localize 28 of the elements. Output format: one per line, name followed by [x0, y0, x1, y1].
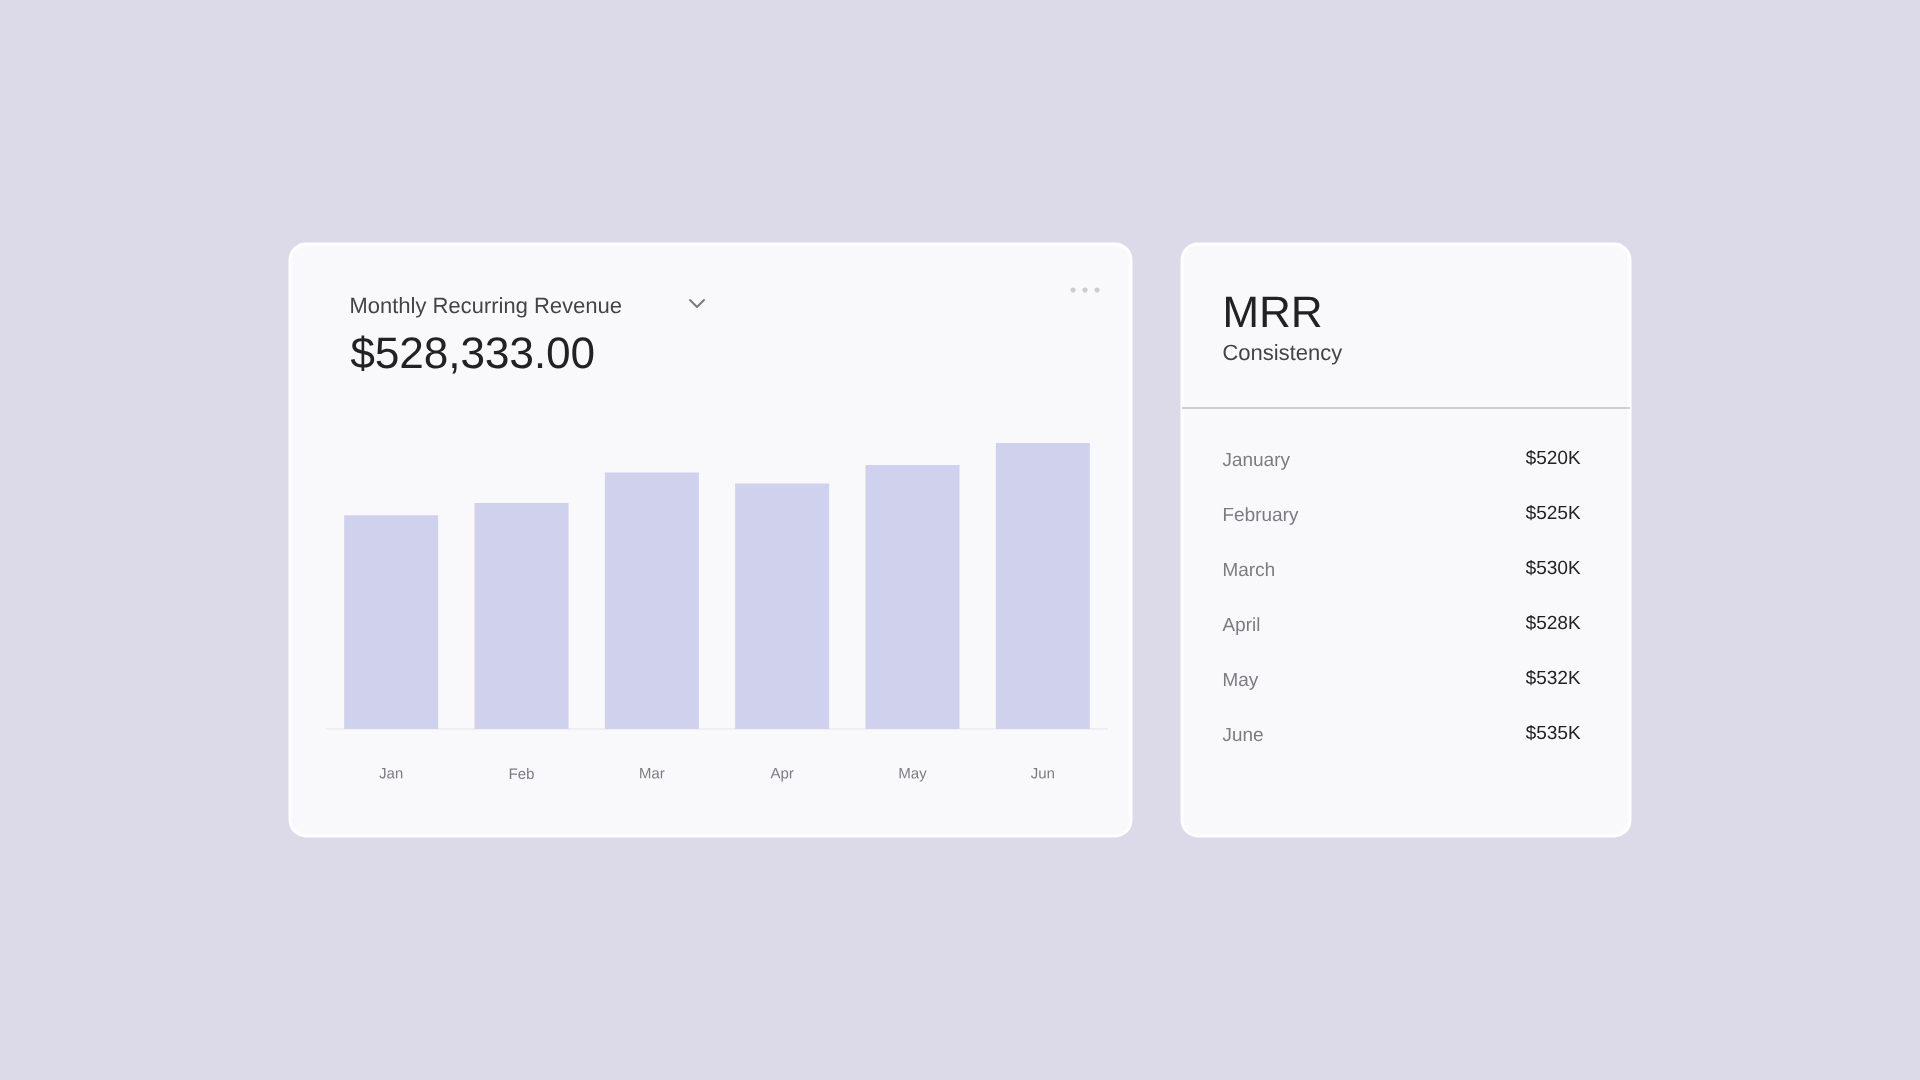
x-tick-label: Mar	[640, 768, 665, 779]
x-tick-label: Feb	[509, 768, 534, 780]
bar	[474, 503, 569, 729]
text: $530K	[1525, 559, 1581, 576]
x-tick-label: Jun	[1030, 768, 1054, 779]
text: March	[1223, 562, 1274, 577]
text: $520K	[1525, 449, 1581, 466]
text: $535K	[1525, 724, 1581, 741]
text: Consistency	[1223, 344, 1343, 365]
bar	[735, 483, 830, 729]
text: January	[1222, 452, 1290, 470]
x-tick-label: May	[899, 768, 927, 782]
bar	[604, 472, 699, 729]
text: February	[1223, 507, 1299, 525]
bar	[344, 515, 439, 729]
x-tick-label: Apr	[770, 768, 794, 782]
chart-title: Monthly Recurring Revenue	[351, 297, 622, 318]
x-tick-label: Jan	[379, 768, 403, 779]
text: $525K	[1525, 504, 1581, 521]
text: April	[1222, 617, 1260, 635]
text: $532K	[1525, 669, 1581, 686]
bar	[865, 465, 960, 729]
chart-subtitle: $528,333.00	[350, 335, 594, 374]
text: MRR	[1226, 296, 1321, 327]
bar	[995, 442, 1090, 729]
text: $528K	[1525, 614, 1581, 631]
text: June	[1222, 727, 1263, 742]
text: May	[1223, 672, 1259, 690]
